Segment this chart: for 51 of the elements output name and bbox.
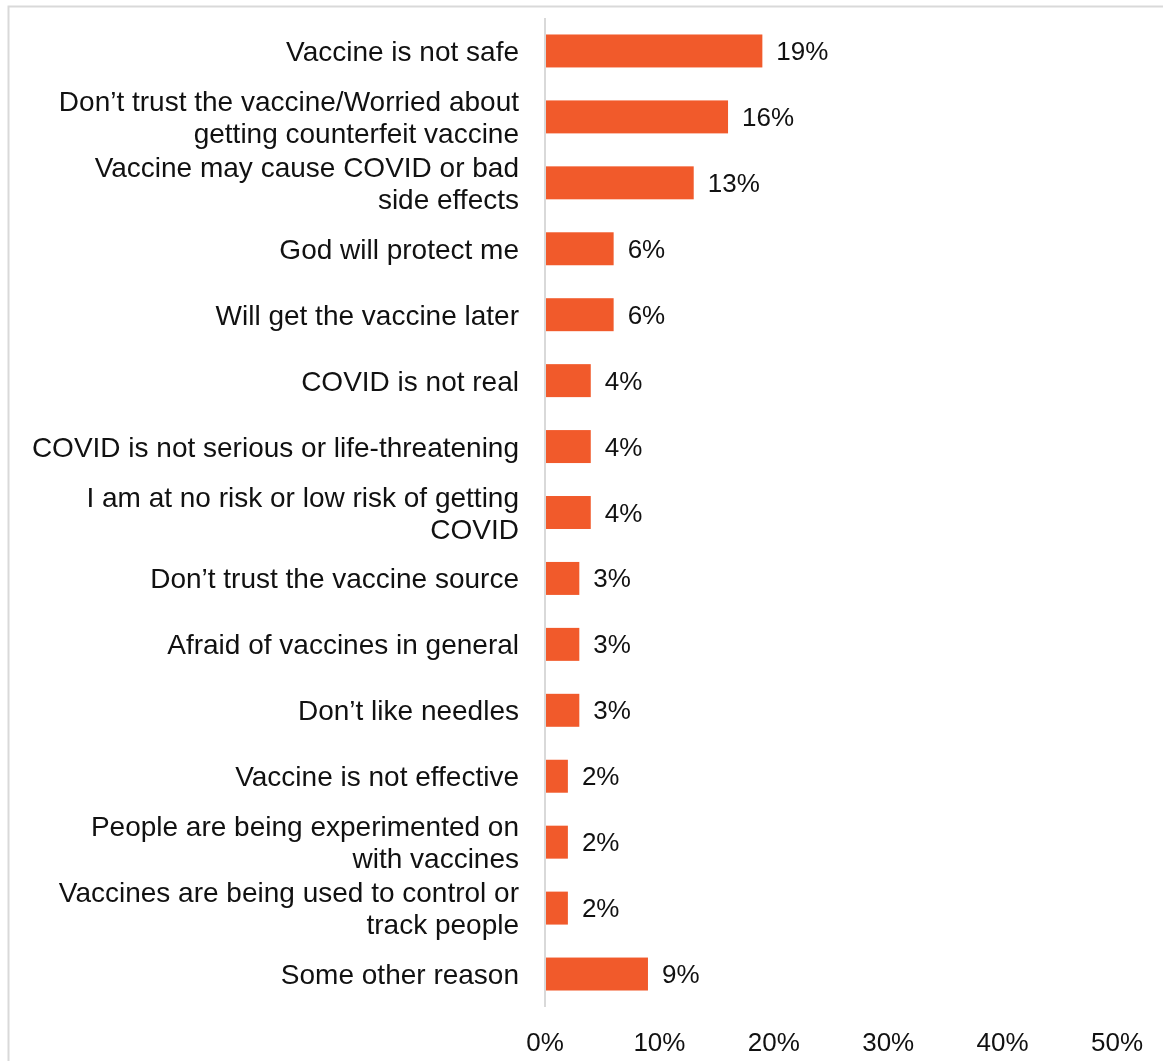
bar (545, 100, 729, 134)
bar (545, 34, 763, 68)
y-tick-label: Vaccine may cause COVID or bad side effects (94, 151, 519, 215)
y-tick-label: Vaccine is not safe (286, 35, 519, 67)
data-label: 2% (581, 761, 620, 792)
data-label: 13% (707, 167, 760, 198)
bar (545, 891, 568, 925)
y-tick-label: Don’t trust the vaccine source (150, 562, 519, 594)
data-label: 6% (627, 233, 666, 264)
data-label: 3% (593, 695, 631, 726)
data-label: 3% (593, 629, 631, 660)
y-tick-label: Some other reason (280, 958, 519, 990)
x-tick-label: 30% (862, 1027, 915, 1057)
y-tick-label: People are being experimented on with vaccines (90, 810, 519, 874)
bar (545, 166, 694, 200)
y-tick-label: I am at no risk or low risk of getting COVID (86, 481, 519, 544)
bar (545, 496, 591, 529)
data-label: 2% (581, 827, 620, 858)
data-label: 4% (604, 365, 643, 396)
bar (545, 232, 614, 266)
data-label: 6% (627, 299, 666, 330)
bar (545, 957, 648, 991)
y-tick-label: Don’t trust the vaccine/Worried about getting counterfeit vaccine (58, 85, 520, 149)
data-label: 19% (776, 35, 829, 66)
bar (545, 759, 568, 793)
y-tick-label: Vaccine is not effective (235, 760, 519, 792)
bar (545, 561, 580, 595)
y-tick-label: COVID is not serious or life-threatening (31, 431, 519, 463)
data-label: 2% (581, 893, 620, 924)
bar (545, 364, 591, 398)
x-tick-label: 0% (526, 1027, 564, 1057)
y-tick-label: Don’t like needles (297, 694, 519, 726)
data-label: 4% (604, 431, 643, 462)
y-tick-label: Vaccines are being used to control or track people (58, 876, 519, 940)
y-tick-label: Will get the vaccine later (215, 299, 519, 331)
bar (545, 825, 568, 859)
x-tick-label: 10% (633, 1027, 686, 1057)
bar (545, 298, 614, 332)
data-label: 3% (593, 563, 631, 594)
data-label: 4% (604, 497, 643, 528)
data-label: 9% (661, 959, 700, 990)
x-tick-label: 40% (976, 1027, 1029, 1057)
bar (545, 627, 580, 661)
y-tick-label: Afraid of vaccines in general (167, 628, 519, 660)
bar (545, 430, 591, 464)
x-tick-label: 20% (747, 1027, 800, 1057)
x-tick-label: 50% (1090, 1027, 1144, 1057)
y-tick-label: COVID is not real (301, 365, 519, 397)
y-tick-label: God will protect me (279, 233, 519, 265)
bar (545, 693, 580, 727)
data-label: 16% (742, 101, 795, 132)
